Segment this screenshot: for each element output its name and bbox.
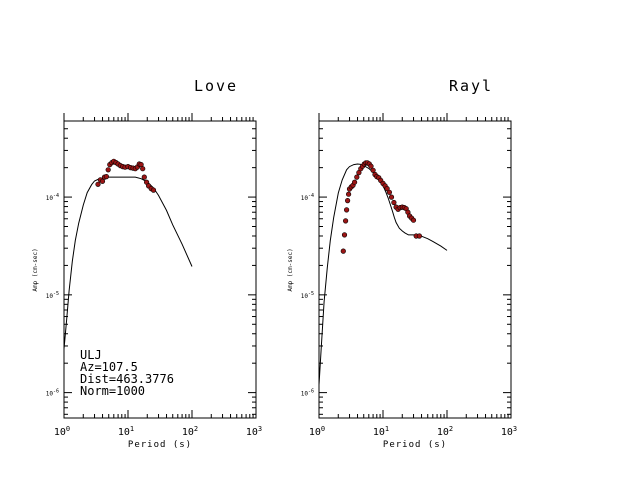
- rayl-ylabel: Amp (cm-sec): [287, 248, 294, 291]
- love-observed-point: [95, 181, 101, 187]
- rayl-ytick-label: 10-4: [301, 193, 314, 202]
- rayl-observed-point: [386, 189, 393, 195]
- rayl-observed-point: [352, 179, 358, 185]
- love-xtick-label: 102: [182, 425, 198, 438]
- rayl-plot-frame: [318, 120, 512, 419]
- love-ytick-label: 10-6: [46, 389, 59, 398]
- rayl-observed-point: [388, 194, 395, 200]
- rayl-title: Rayl: [449, 77, 493, 95]
- rayl-observed-point: [384, 186, 390, 192]
- rayl-xtick-label: 100: [309, 425, 325, 438]
- love-observed-point: [103, 174, 109, 180]
- rayl-observed-point: [410, 217, 417, 223]
- rayl-xtick-label: 102: [437, 425, 453, 438]
- rayl-ytick-label: 10-6: [301, 389, 314, 398]
- rayl-observed-point: [391, 199, 397, 206]
- rayl-observed-point: [341, 232, 348, 238]
- love-observed-point: [105, 167, 111, 173]
- love-title: Love: [194, 77, 238, 95]
- rayl-observed-point: [368, 163, 374, 169]
- love-ylabel: Amp (cm-sec): [32, 248, 39, 291]
- rayl-observed-point: [346, 191, 352, 197]
- love-xtick-label: 100: [54, 425, 70, 438]
- love-observed-point: [150, 187, 157, 193]
- rayl-observed-point: [354, 174, 360, 180]
- love-xtick-label: 101: [118, 425, 134, 438]
- love-annotation-azimuth: Az=107.5: [80, 360, 138, 374]
- love-ytick-label: 10-4: [46, 193, 59, 202]
- rayl-synthetic-curve: [318, 163, 448, 385]
- love-plot-frame: [63, 120, 257, 419]
- love-annotation-distance: Dist=463.3776: [80, 372, 174, 386]
- love-annotation-station: ULJ: [80, 348, 102, 362]
- rayl-xtick-label: 101: [373, 425, 389, 438]
- rayl-observed-point: [344, 207, 350, 213]
- rayl-ytick-label: 10-5: [301, 291, 314, 300]
- rayl-xtick-label: 103: [501, 425, 517, 438]
- rayl-observed-point: [340, 248, 346, 254]
- rayl-observed-point: [343, 218, 349, 224]
- love-observed-point: [99, 178, 106, 184]
- rayl-observed-point: [416, 233, 423, 239]
- rayl-observed-point: [370, 167, 376, 173]
- love-panel: Love Period (s) Amp (cm-sec) ULJ Az=107.…: [32, 77, 262, 450]
- love-annotation-norm: Norm=1000: [80, 384, 145, 398]
- rayl-xlabel: Period (s): [383, 440, 447, 450]
- love-observed-point: [141, 174, 147, 180]
- love-synthetic-curve: [63, 176, 193, 349]
- love-xtick-label: 103: [246, 425, 262, 438]
- rayl-panel: Rayl Period (s) Amp (cm-sec) 100 101 102 10…: [287, 77, 517, 450]
- love-ytick-label: 10-5: [46, 291, 59, 300]
- rayl-observed-point: [345, 198, 351, 204]
- love-observed-point: [140, 166, 146, 172]
- love-xlabel: Period (s): [128, 440, 192, 450]
